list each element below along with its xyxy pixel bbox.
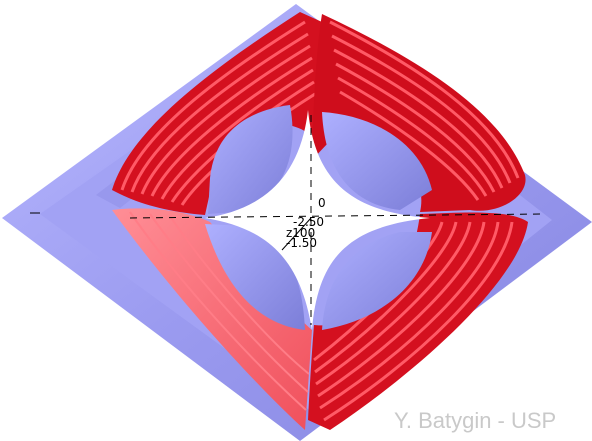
coil-lower-left — [112, 208, 312, 430]
axis-label-y: -1.50 — [286, 236, 317, 250]
coil-upper-left — [112, 12, 322, 215]
beam-aperture — [205, 110, 430, 330]
pole-upper-left — [208, 105, 293, 214]
coordinate-axes: 0 -2.50 z100 -1.50 — [30, 115, 546, 325]
pole-upper-right — [322, 112, 432, 210]
axis-label-z: z100 — [286, 226, 315, 240]
pole-lower-right — [322, 232, 432, 330]
coil-upper-right — [312, 14, 526, 212]
coil-lower-right — [308, 212, 528, 430]
author-credit: Y. Batygin - USP — [394, 408, 557, 433]
axis-label-x: -2.50 — [293, 215, 324, 229]
axis-label-origin: 0 — [318, 196, 326, 210]
